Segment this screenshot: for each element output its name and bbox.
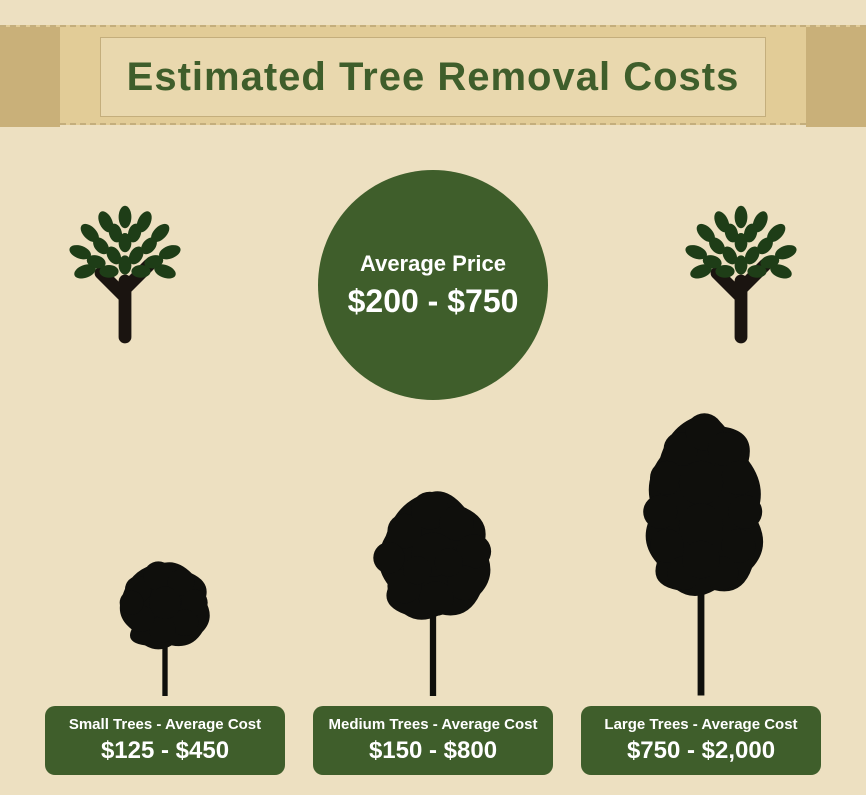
cost-label: Medium Trees - Average Cost bbox=[321, 716, 545, 733]
large-tree-icon bbox=[616, 406, 786, 696]
content-area: Average Price $200 - $750 Small Trees - … bbox=[0, 160, 866, 795]
cost-box-large: Large Trees - Average Cost $750 - $2,000 bbox=[581, 706, 821, 775]
cost-box-medium: Medium Trees - Average Cost $150 - $800 bbox=[313, 706, 553, 775]
cost-price: $750 - $2,000 bbox=[589, 737, 813, 765]
category-medium: Medium Trees - Average Cost $150 - $800 bbox=[313, 476, 553, 775]
title-box: Estimated Tree Removal Costs bbox=[100, 37, 766, 117]
title-banner: Estimated Tree Removal Costs bbox=[0, 25, 866, 125]
cost-price: $125 - $450 bbox=[53, 737, 277, 765]
cost-box-small: Small Trees - Average Cost $125 - $450 bbox=[45, 706, 285, 775]
cost-label: Small Trees - Average Cost bbox=[53, 716, 277, 733]
average-price-circle: Average Price $200 - $750 bbox=[318, 170, 548, 400]
average-price-value: $200 - $750 bbox=[348, 283, 519, 320]
average-price-label: Average Price bbox=[360, 251, 506, 277]
medium-tree-icon bbox=[353, 476, 513, 696]
category-large: Large Trees - Average Cost $750 - $2,000 bbox=[581, 406, 821, 775]
tree-icon bbox=[45, 185, 205, 345]
cost-label: Large Trees - Average Cost bbox=[589, 716, 813, 733]
small-tree-icon bbox=[95, 536, 235, 696]
banner-tab-right bbox=[806, 27, 866, 127]
cost-price: $150 - $800 bbox=[321, 737, 545, 765]
category-small: Small Trees - Average Cost $125 - $450 bbox=[45, 536, 285, 775]
page-title: Estimated Tree Removal Costs bbox=[127, 55, 740, 100]
tree-icon bbox=[661, 185, 821, 345]
banner-tab-left bbox=[0, 27, 60, 127]
